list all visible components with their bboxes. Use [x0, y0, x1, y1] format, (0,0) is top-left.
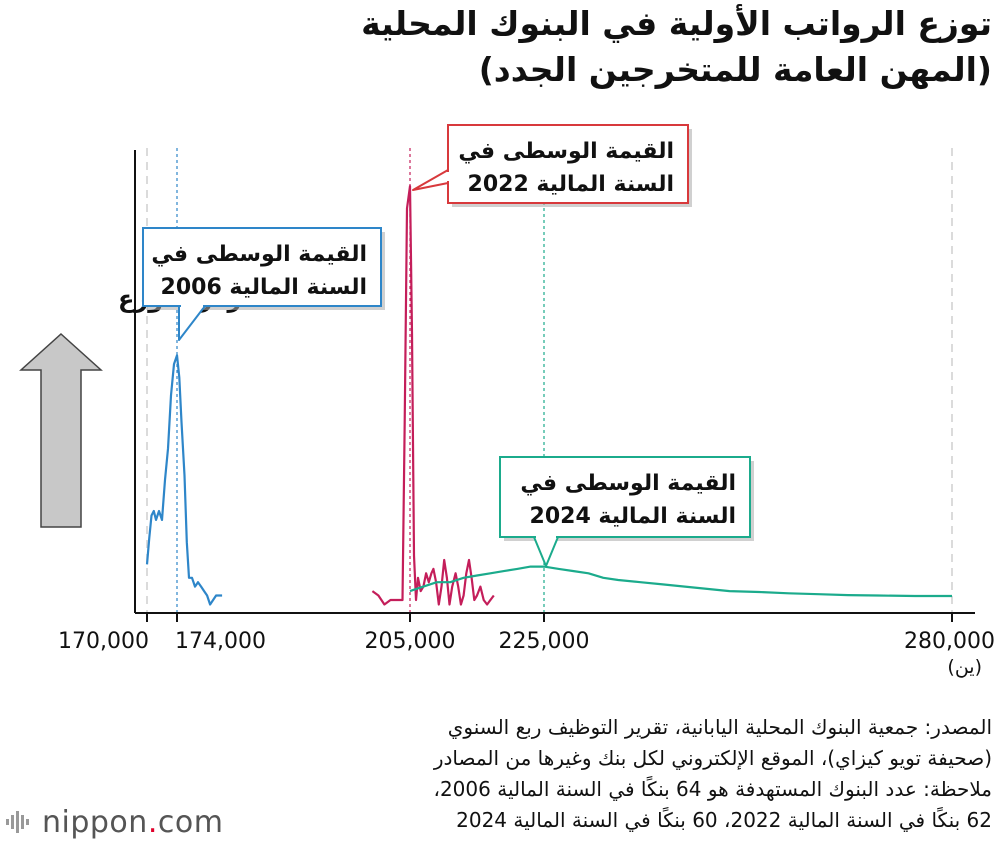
sound-wave-icon — [6, 811, 29, 833]
series-line-fy2024 — [409, 565, 952, 598]
logo-text: nippon.com — [42, 805, 223, 840]
callout-fy2006: القيمة الوسطى في السنة المالية 2006 — [142, 227, 385, 341]
source-line-2: (صحيفة تويو كيزاي)، الموقع الإلكتروني لك… — [433, 746, 992, 770]
x-tick-label: 280,000 — [904, 629, 995, 654]
callout-text-line-1: القيمة الوسطى في — [458, 139, 674, 164]
callout-text-line-2: السنة المالية 2006 — [161, 275, 367, 300]
callout-box — [447, 124, 689, 204]
x-tick-label: 225,000 — [499, 629, 590, 654]
series-line-fy2022 — [371, 185, 495, 606]
callout-fy2024: القيمة الوسطى في السنة المالية 2024 — [499, 456, 754, 567]
logo-dot: . — [147, 804, 158, 840]
logo-suffix: com — [157, 804, 224, 840]
x-axis-ticks: 170,000 174,000 205,000 225,000 280,000 — [58, 613, 995, 654]
callout-pointer — [412, 169, 449, 191]
source-line-1: المصدر: جمعية البنوك المحلية اليابانية، … — [447, 715, 992, 739]
callout-pointer — [533, 536, 559, 567]
note-line-1: ملاحظة: عدد البنوك المستهدفة هو 64 بنكًا… — [433, 777, 992, 801]
series-line-fy2006 — [145, 354, 223, 606]
callout-text-line-1: القيمة الوسطى في — [151, 242, 367, 267]
reference-lines — [146, 148, 953, 613]
x-tick-label: 170,000 — [58, 629, 149, 654]
logo-brand: nippon — [42, 804, 148, 840]
y-axis-arrow: تركز التوزع — [19, 285, 251, 528]
median-lines — [176, 148, 545, 613]
callout-box — [142, 227, 382, 307]
chart-title-line-2: (المهن العامة للمتخرجين الجدد) — [478, 50, 992, 89]
callout-text-line-1: القيمة الوسطى في — [520, 471, 736, 496]
callout-box — [499, 456, 751, 538]
up-arrow-icon — [19, 332, 103, 528]
x-tick-label: 174,000 — [175, 629, 266, 654]
chart-title-line-1: توزع الرواتب الأولية في البنوك المحلية — [361, 4, 992, 43]
callout-fy2022: القيمة الوسطى في السنة المالية 2022 — [412, 124, 692, 207]
x-tick-label: 205,000 — [365, 629, 456, 654]
callout-text-line-2: السنة المالية 2024 — [530, 504, 736, 529]
note-line-2: 62 بنكًا في السنة المالية 2022، 60 بنكًا… — [456, 808, 992, 832]
callout-text-line-2: السنة المالية 2022 — [468, 172, 674, 197]
nippon-logo: nippon.com — [6, 802, 223, 842]
distribution-chart: 170,000 174,000 205,000 225,000 280,000 (ين)… — [19, 124, 995, 678]
series-lines — [145, 185, 952, 606]
unit-label: (ين) — [947, 656, 982, 678]
callout-pointer — [178, 305, 206, 341]
